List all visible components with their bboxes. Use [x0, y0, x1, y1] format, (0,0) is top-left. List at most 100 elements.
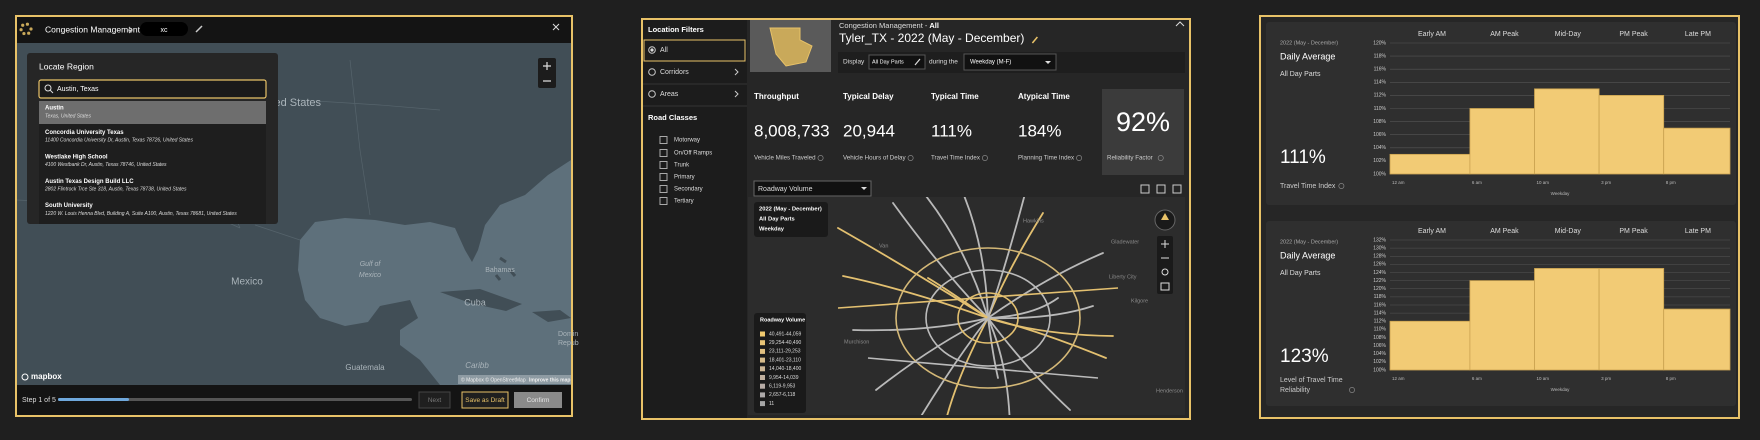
- y-tick-label: 112%: [1374, 319, 1387, 325]
- road-class: Motorway: [674, 138, 700, 144]
- y-tick-label: 110%: [1374, 327, 1387, 333]
- x-tick-label: 3 pm: [1601, 180, 1611, 185]
- zoom-control[interactable]: [538, 58, 556, 88]
- layer-select[interactable]: [753, 180, 872, 197]
- info-icon: [1157, 155, 1164, 161]
- legend-swatch: [760, 331, 765, 337]
- map-label: Repub: [558, 340, 579, 347]
- islands: [494, 256, 517, 281]
- bar: [1469, 280, 1535, 371]
- search-text: Austin, Texas: [57, 86, 99, 93]
- road: [987, 317, 1114, 337]
- category-label: Mid-Day: [1555, 228, 1582, 235]
- checkbox[interactable]: [659, 173, 668, 181]
- close-icon[interactable]: [552, 23, 560, 31]
- legend-swatch: [760, 366, 765, 372]
- button-label: Confirm: [527, 397, 550, 404]
- display-label: Display: [843, 59, 865, 66]
- info-icon: [982, 155, 988, 161]
- logo: [27, 31, 31, 35]
- result-name: Austin Texas Design Build LLC: [45, 179, 134, 185]
- checkbox[interactable]: [659, 136, 668, 144]
- card-label: Travel Time Index: [1280, 183, 1336, 190]
- y-tick-label: 126%: [1373, 262, 1386, 268]
- button-label: Next: [428, 397, 442, 404]
- y-tick-label: 118%: [1374, 294, 1387, 300]
- legend-label: 29,254-40,490: [769, 340, 801, 346]
- map-overlay: [754, 202, 828, 237]
- sidebar-title: Location Filters: [648, 25, 704, 34]
- logo-mark: [21, 373, 29, 381]
- legend-box: [754, 313, 806, 413]
- y-tick-label: 130%: [1373, 245, 1386, 251]
- filter-selected[interactable]: [643, 39, 746, 62]
- road-loop: [957, 292, 1019, 344]
- metric-value: 8,008,733: [754, 121, 830, 140]
- y-tick-label: 112%: [1374, 93, 1387, 99]
- road: [837, 227, 989, 319]
- zoom-icons: [543, 62, 551, 82]
- checkbox[interactable]: [659, 161, 668, 169]
- y-tick-label: 124%: [1373, 270, 1386, 276]
- y-tick-label: 114%: [1374, 310, 1387, 316]
- road: [963, 197, 989, 319]
- checkbox[interactable]: [659, 197, 668, 205]
- y-tick-label: 128%: [1373, 254, 1386, 260]
- view-icon[interactable]: [1140, 184, 1150, 194]
- card-day-parts: All Day Parts: [1280, 71, 1321, 78]
- y-tick-label: 118%: [1374, 53, 1387, 59]
- map-controls[interactable]: [1157, 236, 1173, 294]
- map-label: Domin: [558, 331, 578, 338]
- view-icon[interactable]: [1172, 184, 1182, 194]
- metric-title: Typical Time: [931, 92, 979, 101]
- map-label: Cuba: [464, 297, 486, 307]
- reliability-label: Reliability Factor: [1107, 155, 1153, 162]
- x-tick-label: 10 am: [1537, 376, 1550, 381]
- checkbox[interactable]: [659, 185, 668, 193]
- y-tick-label: 108%: [1373, 335, 1386, 341]
- save-draft-button[interactable]: [461, 391, 509, 409]
- result-address: 1220 W. Louis Henna Blvd, Building A, Su…: [45, 211, 237, 217]
- info-icon: [1338, 183, 1345, 189]
- bar: [1534, 88, 1600, 175]
- view-icon[interactable]: [1156, 184, 1166, 194]
- card-label-line: Level of Travel Time: [1280, 377, 1343, 384]
- caret: [861, 187, 867, 190]
- day-parts-box[interactable]: [868, 54, 926, 70]
- fullscreen-icon: [1160, 282, 1170, 291]
- confirm-button[interactable]: [514, 392, 562, 408]
- card-value: 123%: [1280, 346, 1329, 367]
- road: [946, 317, 989, 415]
- road-loop: [895, 247, 1081, 389]
- x-axis-label: Weekday: [1551, 387, 1570, 392]
- checkbox[interactable]: [659, 149, 668, 157]
- result-name: Concordia University Texas: [45, 130, 124, 136]
- result-name: Austin: [45, 106, 64, 112]
- step-label: Step 1 of 5: [22, 397, 56, 404]
- overlay-text: 2022 (May - December): [759, 207, 822, 213]
- road: [987, 317, 999, 379]
- next-button[interactable]: [418, 391, 451, 409]
- chevron: [734, 68, 739, 76]
- card-heading: Daily Average: [1280, 51, 1335, 61]
- filter-option: Areas: [660, 91, 679, 98]
- island: [532, 310, 571, 322]
- road: [852, 317, 989, 332]
- search-input[interactable]: [38, 79, 267, 99]
- x-tick-label: 6 am: [1472, 180, 1482, 185]
- y-tick-label: 106%: [1373, 343, 1386, 349]
- thumbnail-shape: [769, 27, 813, 67]
- bar: [1389, 153, 1471, 175]
- map-label: Mexico: [359, 272, 381, 279]
- weekday-select[interactable]: [963, 53, 1057, 71]
- sidebar: [643, 20, 747, 418]
- metric-value: 20,944: [843, 121, 895, 140]
- road: [927, 277, 989, 319]
- y-tick-label: 116%: [1374, 67, 1387, 73]
- legend-label: 14,040-18,400: [769, 366, 801, 372]
- radio: [648, 90, 656, 98]
- collapse-icon[interactable]: [1175, 21, 1185, 27]
- result-highlight[interactable]: [39, 101, 266, 124]
- header-title: Congestion Management: [45, 24, 141, 34]
- edit-icon: [914, 58, 921, 66]
